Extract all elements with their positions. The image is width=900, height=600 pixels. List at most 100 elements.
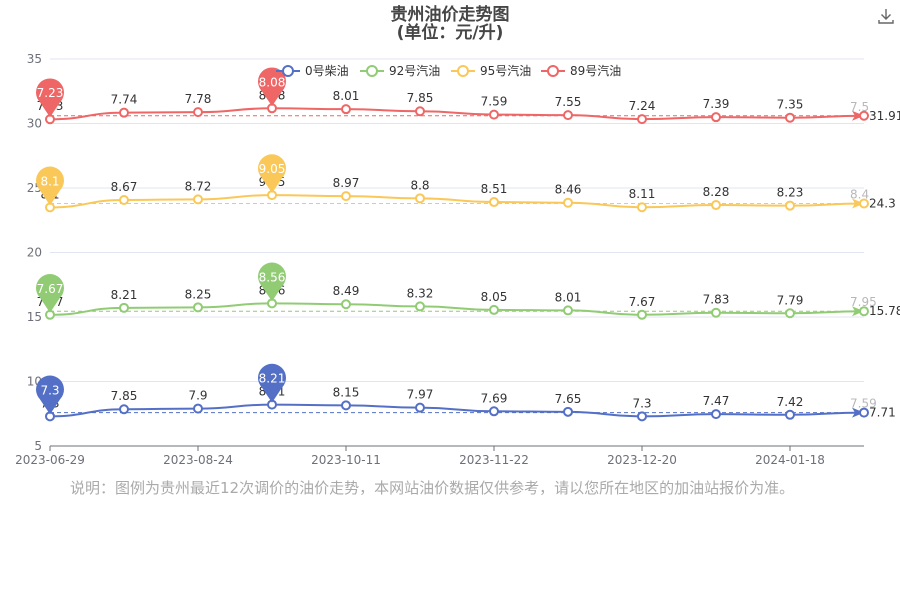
data-point (489, 109, 499, 120)
data-point (637, 202, 647, 213)
data-point (119, 404, 129, 415)
data-label: 7.69 (481, 391, 508, 405)
max-pin (258, 67, 287, 107)
max-pin-label: 8.21 (259, 372, 286, 386)
series-3: 7.531.91 7.23 7.74 7.78 8.08 8.01 7.85 7.59 7.55… (36, 67, 900, 125)
reference-value-label: 7.5 (850, 100, 869, 114)
data-label: 8.28 (703, 185, 730, 199)
data-label: 7.65 (555, 392, 582, 406)
legend-marker (457, 65, 469, 77)
legend-item-2[interactable]: 95号汽油 (451, 63, 531, 78)
y-tick-label: 30 (27, 117, 42, 131)
data-point (859, 198, 869, 209)
legend-marker (547, 65, 559, 77)
legend-label: 89号汽油 (570, 63, 621, 78)
data-point (489, 304, 499, 315)
data-label: 8.01 (555, 290, 582, 304)
data-label: 7.42 (777, 395, 804, 409)
grid-lines (50, 58, 864, 382)
y-tick-label: 15 (27, 310, 42, 324)
data-point (859, 407, 869, 418)
data-point (489, 197, 499, 208)
series-line (49, 194, 865, 209)
x-tick-label: 2023-08-24 (163, 453, 233, 467)
data-label: 8.15 (333, 385, 360, 399)
reference-value-label: 7.59 (850, 397, 877, 411)
data-label: 7.3 (632, 396, 651, 410)
data-point (119, 194, 129, 205)
x-tick-label: 2023-10-11 (311, 453, 381, 467)
min-pin-label: 7.3 (40, 383, 59, 397)
chart-title: 贵州油价走势图 (391, 4, 510, 25)
min-pin (36, 375, 65, 415)
data-label: 8.72 (185, 179, 212, 193)
data-label: 8.32 (407, 286, 434, 300)
data-point (563, 406, 573, 417)
data-label: 7.35 (777, 98, 804, 112)
data-point (415, 301, 425, 312)
data-point (637, 114, 647, 125)
series-0: 7.597.71 7.3 7.85 7.9 8.21 8.15 7.97 7.69 7.65 7.… (36, 363, 896, 422)
data-point (341, 191, 351, 202)
chart-note: 说明：图例为贵州最近12次调价的油价走势，本网站油价数据仅供参考，请以您所在地区… (70, 479, 795, 497)
y-tick-label: 20 (27, 246, 42, 260)
max-pin-label: 8.08 (259, 75, 286, 89)
data-label: 8.25 (185, 287, 212, 301)
legend[interactable]: 0号柴油 92号汽油 95号汽油 89号汽油 (276, 63, 621, 78)
data-point (785, 112, 795, 123)
data-point (637, 309, 647, 320)
data-label: 7.83 (703, 293, 730, 307)
series-2: 8.424.3 8.1 8.67 8.72 9.05 8.97 8.8 8.51 8.46 8.1… (36, 154, 896, 213)
data-label: 8.67 (111, 180, 138, 194)
data-label: 8.21 (111, 288, 138, 302)
data-point (711, 112, 721, 123)
data-point (785, 409, 795, 420)
data-point (193, 107, 203, 118)
max-pin (258, 363, 287, 403)
data-point (415, 106, 425, 117)
x-tick-label: 2024-01-18 (755, 453, 825, 467)
data-label: 7.47 (703, 394, 730, 408)
data-label: 7.67 (629, 295, 656, 309)
data-point (341, 299, 351, 310)
data-point (341, 400, 351, 411)
data-label: 8.51 (481, 182, 508, 196)
data-label: 7.24 (629, 99, 656, 113)
max-pin (258, 154, 287, 194)
data-label: 8.49 (333, 284, 360, 298)
legend-item-3[interactable]: 89号汽油 (541, 63, 621, 78)
data-label: 8.97 (333, 176, 360, 190)
data-label: 8.23 (777, 186, 804, 200)
data-label: 8.11 (629, 187, 656, 201)
min-pin-label: 7.67 (37, 282, 64, 296)
data-point (415, 193, 425, 204)
legend-item-0[interactable]: 0号柴油 (276, 64, 349, 78)
legend-label: 95号汽油 (480, 63, 531, 78)
x-tick-label: 2023-06-29 (15, 453, 85, 467)
min-pin (36, 166, 65, 206)
data-label: 7.78 (185, 92, 212, 106)
data-label: 8.05 (481, 290, 508, 304)
end-value-label: 7.71 (869, 406, 896, 420)
reference-value-label: 8.4 (850, 187, 869, 201)
x-tick-label: 2023-11-22 (459, 453, 529, 467)
reference-value-label: 7.95 (850, 295, 877, 309)
data-point (711, 200, 721, 211)
series-line (49, 302, 865, 316)
chart-subtitle: (单位：元/升) (397, 22, 504, 43)
series-line (49, 403, 865, 418)
min-pin (36, 78, 64, 118)
max-pin-label: 8.56 (259, 270, 286, 284)
data-point (711, 307, 721, 318)
y-tick-label: 5 (34, 439, 42, 453)
data-label: 7.9 (188, 389, 207, 403)
legend-item-1[interactable]: 92号汽油 (360, 63, 440, 78)
end-value-label: 31.91 (869, 109, 900, 123)
data-label: 7.74 (111, 93, 138, 107)
data-point (415, 402, 425, 413)
download-icon[interactable] (876, 6, 896, 26)
data-point (563, 197, 573, 208)
series-layer: 7.597.717.37.857.98.218.157.977.697.657.… (36, 67, 900, 422)
